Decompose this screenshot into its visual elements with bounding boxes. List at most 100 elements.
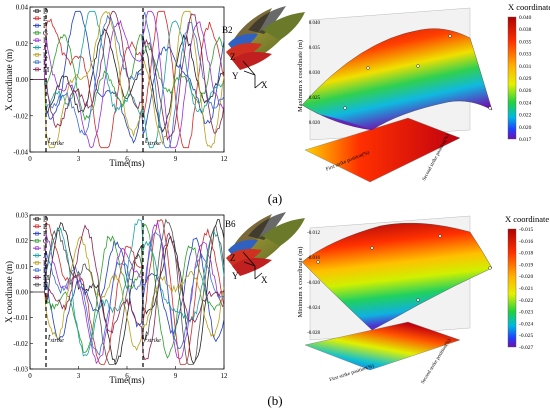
axis-triad (242, 60, 263, 89)
surface-points (343, 34, 492, 110)
blade-label: B2 (222, 25, 233, 35)
series-line-E (30, 219, 225, 365)
legend-marker-J (35, 45, 39, 50)
y-tick-label: -0.02 (13, 340, 28, 348)
blade-label: B6 (225, 219, 236, 229)
strike-label-1: tstrike (48, 135, 64, 147)
colorbar-tick-label: -0.020 (519, 274, 533, 280)
colorbar-title: X coordinate (m) (505, 214, 550, 224)
axis-z: Z (230, 253, 236, 263)
legend-label-I: I (43, 245, 46, 253)
legend-marker-K (35, 260, 39, 265)
colorbar-tick-label: 0.022 (519, 113, 532, 119)
x-axis-label: Time(ms) (109, 375, 144, 385)
y-tick-label: 0.00 (16, 289, 29, 297)
series-group (30, 218, 225, 366)
series-line-K (30, 236, 225, 352)
legend-marker-M (35, 275, 39, 280)
x-tick-labels: 0 3 6 9 12 (28, 149, 228, 163)
x-tick-label: 3 (77, 155, 81, 163)
x-tick-label: 12 (221, 155, 229, 163)
blade-illustration-a: B2 Z Y X (222, 6, 305, 90)
x-tick-label: 12 (221, 372, 229, 380)
x-tick-labels: 0 3 6 9 12 (28, 366, 228, 380)
legend-marker-F (35, 231, 39, 236)
caption-a: (a) (268, 191, 282, 206)
colorbar-tick-label: -0.027 (519, 345, 533, 351)
colorbar-tick-label: -0.023 (519, 310, 533, 316)
legend-label-N: N (43, 281, 48, 289)
surface (301, 28, 493, 131)
first-strike-axis-label: First strike position(%) (329, 364, 375, 383)
colorbar-tick-label: -0.024 (519, 321, 533, 327)
z-tick-label: 0.030 (309, 71, 321, 76)
series-line-L (30, 11, 225, 149)
colorbar-tick-label: 0.035 (519, 39, 532, 45)
legend-label-I: I (43, 37, 46, 45)
z-tick-label: 0.020 (309, 121, 321, 126)
legend-label-L: L (43, 59, 47, 67)
strike-label-1: tstrike (48, 332, 64, 344)
y-tick-label: 0.01 (16, 263, 29, 271)
colorbar-tick-label: 0.024 (519, 100, 532, 106)
z-tick-label: -0.024 (307, 306, 320, 311)
series-line-I (30, 10, 225, 149)
y-tick-label: 0.03 (16, 212, 29, 220)
legend-marker-F (35, 23, 39, 28)
series-line-D (30, 28, 225, 133)
legend-label-G: G (43, 237, 48, 245)
colorbar-tick-labels: 0.040 0.038 0.035 0.033 0.031 0.029 0.026 0.024… (519, 15, 532, 143)
colorbar (507, 228, 517, 348)
z-axis-label: Maximum x coordinate (m) (297, 40, 304, 112)
series-line-G (30, 223, 225, 359)
series-line-J (30, 219, 225, 357)
x-axis-label: Time(ms) (109, 158, 144, 168)
line-chart-b: tstrike tstrike 0.03 0.02 0.01 0.00 -0.01 -0.… (4, 212, 228, 386)
z-axis-label: Minimum x coordinate (m) (297, 247, 304, 318)
y-tick-label: 0.04 (16, 4, 29, 12)
x-tick-label: 9 (174, 155, 178, 163)
legend-label-M: M (43, 66, 50, 74)
colorbar-tick-label: -0.015 (519, 227, 533, 233)
strike-label-2: tstrike (145, 135, 161, 147)
axis-triad (242, 251, 263, 280)
colorbar-tick-label: 0.040 (519, 15, 532, 21)
floor (304, 321, 461, 371)
legend-marker-D (35, 217, 39, 221)
y-axis-label: X coordinate (m) (4, 261, 14, 323)
legend-label-K: K (43, 51, 48, 59)
y-tick-labels: 0.04 0.02 0.00 -0.02 -0.04 (13, 4, 33, 157)
axis-y: Y (232, 271, 239, 281)
colorbar-tick-label: 0.017 (519, 137, 532, 143)
panel-b: tstrike tstrike 0.03 0.02 0.01 0.00 -0.01 -0.… (4, 212, 550, 409)
colorbar-tick-label: 0.038 (519, 27, 532, 33)
x-tick-label: 3 (77, 372, 81, 380)
legend-marker-E (35, 16, 39, 21)
legend-label-K: K (43, 259, 48, 267)
legend-marker-N (35, 282, 39, 287)
legend-label-J: J (43, 44, 46, 52)
legend-marker-G (35, 31, 39, 35)
legend-label-F: F (43, 22, 47, 30)
x-tick-label: 6 (125, 155, 129, 163)
series-group (30, 10, 225, 149)
x-tick-label: 0 (28, 372, 32, 380)
series-line-F (30, 10, 225, 144)
strike-label-2: tstrike (145, 332, 161, 344)
legend-label-G: G (43, 29, 48, 37)
z-tick-labels: -0.012 -0.016 -0.020 -0.024 -0.028 (307, 231, 320, 336)
legend-label-J: J (43, 252, 46, 260)
legend-marker-J (35, 253, 39, 258)
axis-x: X (261, 80, 268, 90)
legend-marker-I (35, 38, 39, 43)
colorbar-tick-label: 0.020 (519, 125, 532, 131)
legend-label-F: F (43, 230, 47, 238)
surface (301, 222, 493, 331)
colorbar-tick-label: 0.031 (519, 64, 532, 70)
legend-marker-I (35, 246, 39, 250)
y-tick-label: 0.02 (16, 40, 29, 48)
legend-marker-D (35, 9, 39, 13)
